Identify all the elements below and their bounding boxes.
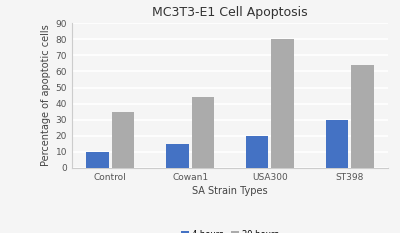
Title: MC3T3-E1 Cell Apoptosis: MC3T3-E1 Cell Apoptosis xyxy=(152,6,308,19)
Legend: 4 hours, 20 hours: 4 hours, 20 hours xyxy=(178,227,282,233)
Bar xyxy=(112,112,134,168)
Bar xyxy=(351,65,374,168)
Bar xyxy=(246,136,268,168)
Bar xyxy=(326,120,348,168)
Bar xyxy=(166,144,188,168)
Y-axis label: Percentage of apoptotic cells: Percentage of apoptotic cells xyxy=(42,25,52,166)
Bar xyxy=(192,97,214,168)
Bar xyxy=(272,39,294,168)
Bar xyxy=(86,152,109,168)
X-axis label: SA Strain Types: SA Strain Types xyxy=(192,186,268,196)
